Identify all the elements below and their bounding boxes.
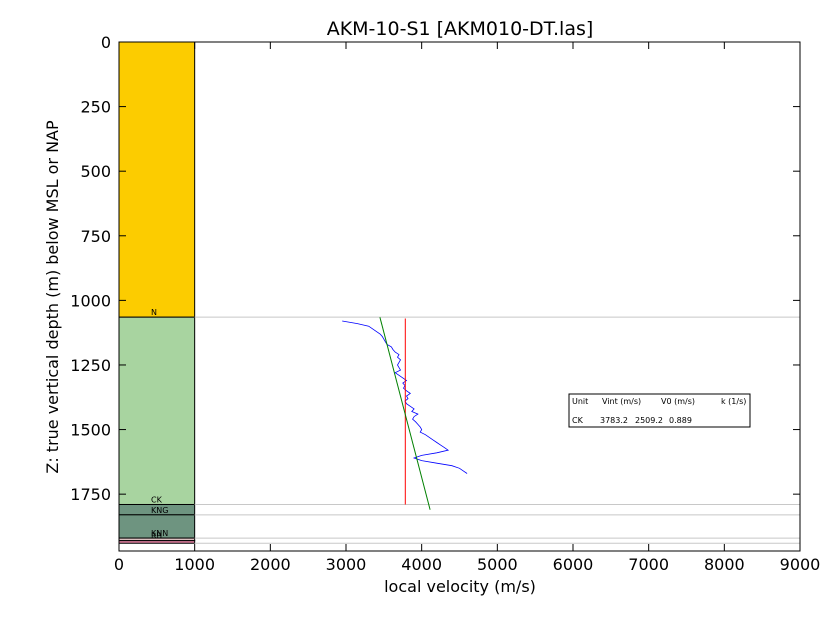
stats-box-frame: [568, 393, 751, 428]
layer-label-4: KNN: [151, 529, 168, 538]
x-tick-label-2: 2000: [250, 555, 291, 574]
x-tick-label-1: 1000: [174, 555, 215, 574]
y-tick-label-2: 500: [80, 162, 111, 181]
layer-label-3: KNG: [151, 506, 168, 515]
series-group: [342, 317, 468, 510]
stats-value-1: 3783.2: [600, 416, 628, 425]
y-tick-label-4: 1000: [70, 291, 111, 310]
x-tick-label-4: 4000: [401, 555, 442, 574]
stats-box: Unit Vint (m/s) V0 (m/s) k (1/s) CK 3783.2 250…: [568, 393, 751, 428]
x-tick-label-7: 7000: [628, 555, 669, 574]
series-line-2: [379, 317, 431, 510]
plot-frame: [118, 41, 801, 552]
y-axis-label: Z: true vertical depth (m) below MSL or …: [43, 120, 62, 474]
series-line-0: [342, 320, 468, 474]
chart-title: AKM-10-S1 [AKM010-DT.las]: [327, 18, 594, 40]
x-tick-label-9: 9000: [780, 555, 821, 574]
stats-header-3: k (1/s): [721, 397, 746, 406]
stats-header-1: Vint (m/s): [602, 397, 641, 406]
layer-label-2: CK: [151, 495, 163, 504]
x-axis-label: local velocity (m/s): [384, 577, 536, 596]
stats-value-2: 2509.2: [635, 416, 663, 425]
stats-value-0: CK: [572, 416, 584, 425]
x-tick-label-0: 0: [114, 555, 124, 574]
horizon-lines: [194, 316, 800, 544]
y-axis: 0 250 500 750 1000 1250 1500 1750: [70, 33, 800, 504]
x-axis: 0 1000 2000 3000 4000 5000 6000 7000 8000 9000: [114, 42, 820, 574]
x-tick-label-6: 6000: [553, 555, 594, 574]
y-tick-label-6: 1500: [70, 421, 111, 440]
layer-0: [118, 41, 196, 318]
x-tick-label-5: 5000: [477, 555, 518, 574]
y-tick-label-0: 0: [101, 33, 111, 52]
layer-5: [118, 540, 196, 544]
y-tick-label-7: 1750: [70, 485, 111, 504]
y-tick-label-5: 1250: [70, 356, 111, 375]
y-tick-label-1: 250: [80, 98, 111, 117]
layer-label-5: RB: [151, 532, 162, 541]
layer-1: [118, 316, 196, 505]
layer-label-1: N: [151, 308, 157, 317]
stats-value-3: 0.889: [669, 416, 692, 425]
x-tick-label-3: 3000: [326, 555, 367, 574]
stats-header-0: Unit: [572, 397, 588, 406]
x-tick-label-8: 8000: [704, 555, 745, 574]
y-tick-label-3: 750: [80, 227, 111, 246]
stats-header-2: V0 (m/s): [661, 397, 695, 406]
